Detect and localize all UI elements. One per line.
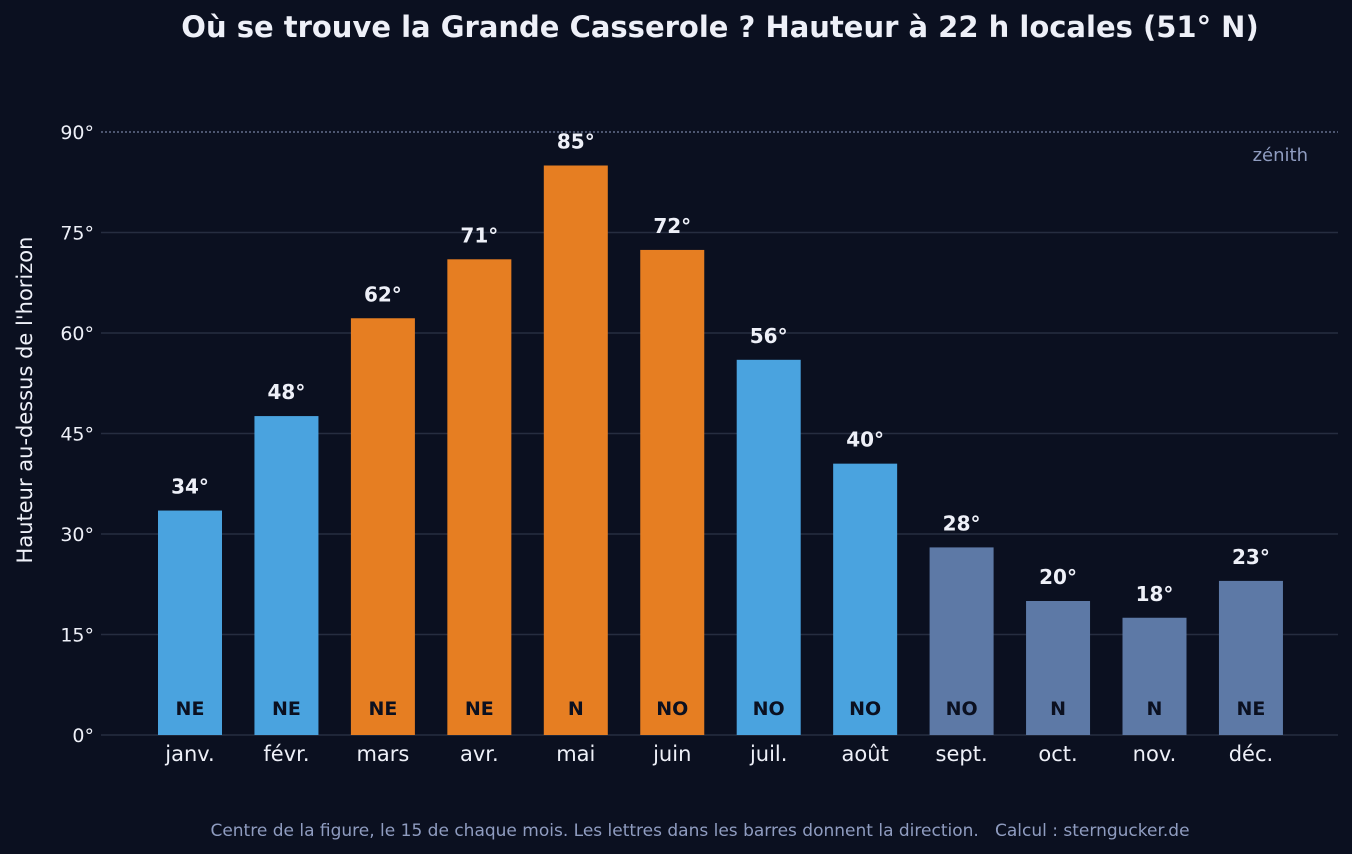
bar [254, 416, 319, 735]
y-axis-ticks: 0° 15° 30° 45° 60° 75° 90° [60, 122, 94, 747]
bar-direction-label: NO [656, 698, 688, 720]
bar-direction-label: NE [1237, 698, 1266, 720]
bar-direction-label: NO [753, 698, 785, 720]
x-tick-label: juil. [749, 742, 788, 766]
bar-value-label: 85° [557, 130, 595, 154]
bar [543, 165, 608, 735]
bar [1218, 580, 1283, 735]
bar [736, 359, 801, 735]
footer-note: Centre de la figure, le 15 de chaque moi… [210, 821, 1189, 841]
bar-value-label: 56° [750, 324, 788, 348]
x-tick-label: nov. [1133, 742, 1177, 766]
bar [158, 510, 222, 735]
bar-direction-label: N [1147, 698, 1163, 720]
bar-value-label: 71° [460, 223, 498, 247]
x-tick-label: janv. [164, 742, 215, 766]
y-tick-label: 15° [60, 625, 94, 647]
bar-direction-label: N [1050, 698, 1066, 720]
x-axis-ticks: janv. févr. mars avr. mai juin juil. août sept. o… [164, 742, 1273, 766]
x-tick-label: mars [356, 742, 409, 766]
y-tick-label: 30° [60, 524, 94, 546]
x-tick-label: août [842, 742, 889, 766]
bar-value-label: 40° [846, 428, 884, 452]
x-tick-label: déc. [1229, 742, 1273, 766]
x-tick-label: avr. [460, 742, 499, 766]
bar-direction-label: NE [368, 698, 397, 720]
bar-value-label: 18° [1136, 582, 1174, 606]
bar-value-label: 34° [171, 475, 209, 499]
y-tick-label: 0° [72, 725, 94, 747]
bars-layer: 34° NE 48° NE 62° NE 71° NE 85° N 72° NO 56° NO 40° NO 2… [158, 130, 1283, 736]
x-tick-label: févr. [263, 742, 309, 766]
bar-value-label: 62° [364, 282, 402, 306]
bar-direction-label: NE [176, 698, 205, 720]
bar-value-label: 20° [1039, 565, 1077, 589]
bar-direction-label: NE [465, 698, 494, 720]
bar [833, 463, 898, 735]
x-tick-label: oct. [1038, 742, 1077, 766]
bar-value-label: 28° [943, 511, 981, 535]
y-tick-label: 45° [60, 424, 94, 446]
bar [1026, 601, 1091, 735]
bar-direction-label: NE [272, 698, 301, 720]
bar [640, 249, 705, 736]
y-tick-label: 75° [60, 223, 94, 245]
zenith-label: zénith [1253, 145, 1308, 166]
x-tick-label: mai [556, 742, 595, 766]
bar-direction-label: N [568, 698, 584, 720]
x-tick-label: sept. [936, 742, 988, 766]
bar [929, 547, 994, 735]
x-tick-label: juin [652, 742, 691, 766]
y-tick-label: 60° [60, 323, 94, 345]
bar [1122, 617, 1187, 735]
bar-value-label: 23° [1232, 545, 1270, 569]
bar-direction-label: NO [849, 698, 881, 720]
bar [447, 259, 512, 735]
chart-title: Où se trouve la Grande Casserole ? Haute… [181, 10, 1258, 44]
bar-value-label: 72° [653, 214, 691, 238]
bar [350, 318, 415, 735]
y-axis-label: Hauteur au-dessus de l'horizon [13, 237, 37, 564]
y-tick-label: 90° [60, 122, 94, 144]
bar-direction-label: NO [946, 698, 978, 720]
bar-value-label: 48° [268, 380, 306, 404]
zenith-reference: zénith [101, 131, 1338, 166]
